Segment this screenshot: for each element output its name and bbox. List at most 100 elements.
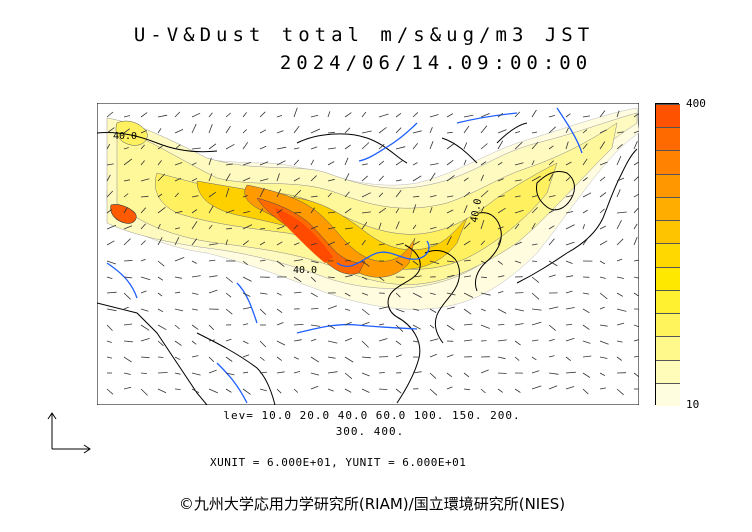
wind-arrow: [225, 227, 232, 230]
wind-arrow: [208, 259, 216, 262]
timestamp: 2024/06/14.09:00:00: [279, 52, 593, 74]
wind-arrow: [191, 162, 197, 166]
wind-arrow: [497, 388, 504, 393]
wind-arrow: [429, 260, 440, 265]
wind-arrow: [140, 223, 146, 230]
wind-arrow: [395, 112, 402, 118]
wind-arrow: [208, 173, 213, 182]
wind-arrow: [531, 321, 542, 326]
wind-arrow: [361, 142, 370, 150]
wind-arrow: [497, 140, 504, 150]
wind-arrow: [191, 388, 200, 394]
wind-arrow: [174, 227, 181, 230]
wind-arrow: [361, 292, 369, 296]
wind-arrow: [616, 356, 622, 361]
wind-arrow: [463, 259, 471, 262]
wind-arrow: [480, 174, 484, 182]
wind-arrow: [429, 372, 437, 379]
wind-arrow: [123, 356, 132, 363]
wind-arrow: [599, 161, 608, 166]
wind-arrow: [395, 340, 402, 346]
wind-arrow: [429, 127, 433, 134]
wind-arrow: [157, 260, 165, 267]
wind-arrow: [140, 276, 151, 281]
wind-arrow: [259, 259, 266, 262]
wind-arrow: [429, 308, 437, 313]
wind-arrow: [140, 130, 147, 134]
wind-arrow: [293, 291, 302, 294]
wind-arrow: [480, 161, 487, 166]
wind-arrow: [361, 372, 370, 377]
wind-arrow: [582, 388, 589, 395]
wind-arrow: [191, 340, 197, 345]
wind-arrow: [157, 308, 164, 313]
wind-arrow: [140, 207, 147, 214]
wind-arrow: [327, 178, 335, 182]
copyright: ©九州大学応用力学研究所(RIAM)/国立環境研究所(NIES): [178, 495, 566, 513]
wind-arrow: [123, 147, 129, 150]
wind-arrow: [174, 257, 185, 262]
wind-arrow: [582, 209, 588, 214]
wind-arrow: [106, 163, 114, 166]
wind-vectors: [106, 107, 639, 396]
wind-arrow: [106, 324, 113, 331]
wind-arrow: [616, 388, 624, 396]
wind-arrow: [429, 195, 437, 198]
wind-arrow: [616, 292, 624, 297]
wind-arrow: [310, 260, 319, 264]
wind-arrow: [548, 385, 558, 390]
wind-arrow: [463, 292, 474, 298]
wind-arrow: [616, 189, 621, 198]
wind-arrow: [242, 292, 251, 297]
wind-arrow: [565, 113, 571, 118]
wind-arrow: [157, 160, 162, 166]
wind-arrow: [531, 223, 536, 230]
wind-arrow: [412, 324, 421, 330]
wind-arrow: [463, 372, 470, 378]
vector-unit-axes-icon: [47, 412, 91, 454]
wind-arrow: [242, 340, 249, 344]
wind-arrow: [446, 236, 452, 246]
wind-arrow: [191, 177, 198, 182]
wind-arrow: [480, 276, 487, 279]
wind-arrow: [157, 372, 168, 374]
wind-arrow: [157, 237, 163, 246]
wind-arrow: [106, 308, 117, 312]
wind-arrow: [565, 307, 575, 310]
wind-arrow: [174, 356, 181, 361]
wind-arrow: [208, 243, 218, 246]
wind-arrow: [463, 177, 469, 182]
wind-arrow: [480, 190, 489, 198]
wind-arrow: [548, 274, 556, 278]
wind-arrow: [633, 372, 639, 378]
wind-arrow: [123, 128, 131, 134]
wind-arrow: [242, 276, 252, 282]
wind-arrow: [531, 160, 535, 166]
wind-arrow: [446, 354, 454, 358]
wind-arrow: [293, 147, 300, 150]
wind-arrow: [191, 220, 198, 230]
wind-arrow: [463, 191, 471, 198]
wind-arrow: [361, 111, 367, 118]
wind-arrow: [344, 260, 351, 262]
wind-arrow: [157, 193, 163, 198]
wind-arrow: [616, 340, 623, 343]
wind-arrow: [582, 340, 591, 344]
wind-arrow: [174, 308, 184, 312]
wind-arrow: [276, 322, 284, 326]
wind-arrow: [361, 192, 371, 198]
wind-arrow: [446, 324, 455, 331]
wind-arrow: [378, 388, 388, 390]
wind-arrow: [344, 356, 354, 363]
color-scale-band: [656, 104, 680, 128]
wind-arrow: [208, 143, 217, 150]
wind-arrow: [293, 371, 301, 374]
rivers: [106, 107, 583, 404]
wind-arrow: [327, 356, 336, 359]
wind-arrow: [480, 292, 491, 296]
wind-arrow: [208, 112, 213, 118]
wind-arrow: [106, 240, 115, 246]
wind-arrow: [344, 274, 353, 278]
wind-arrow: [599, 372, 606, 376]
wind-arrow: [548, 338, 555, 342]
